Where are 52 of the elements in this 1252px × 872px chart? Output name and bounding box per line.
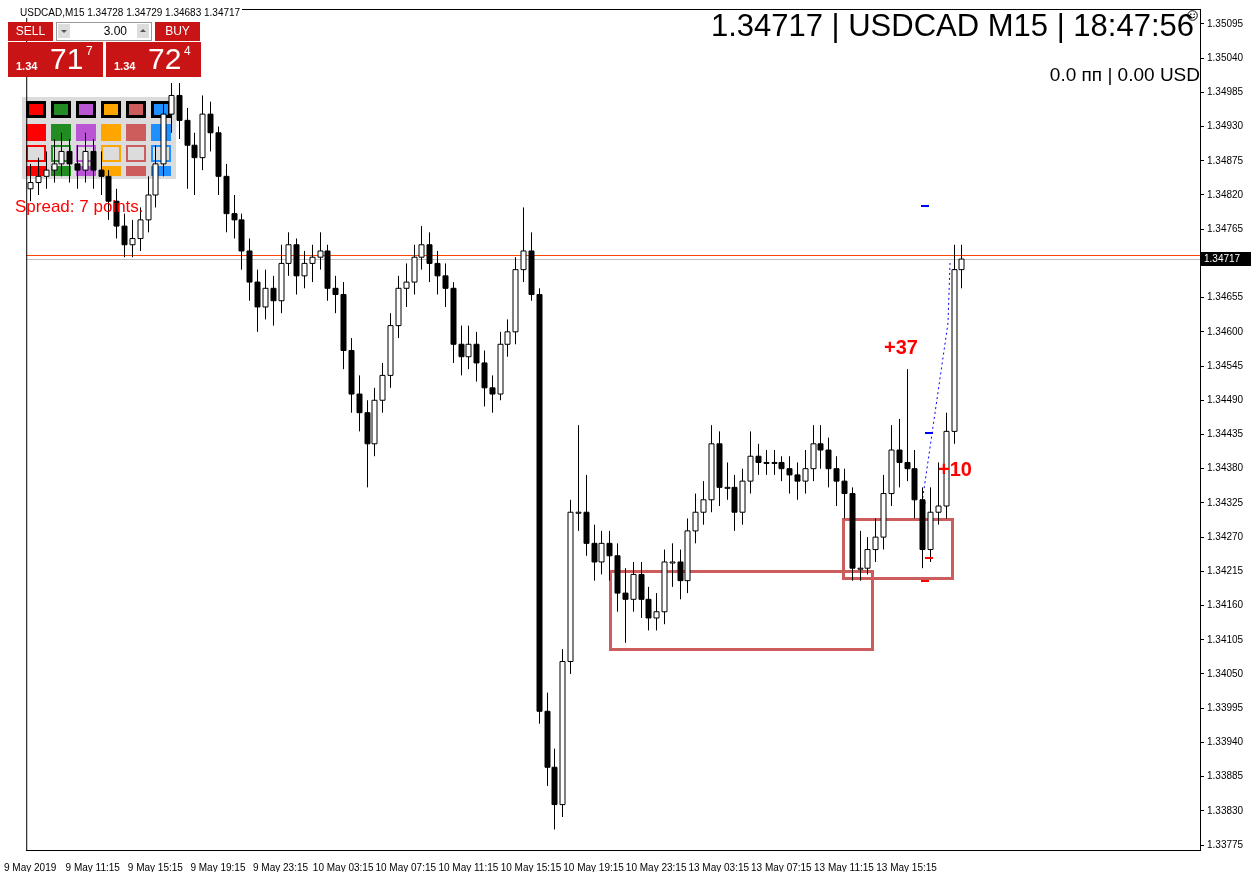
- y-tick-label: 1.35095: [1207, 17, 1244, 29]
- y-tick-label: 1.34380: [1207, 462, 1244, 474]
- y-tick-label: 1.33885: [1207, 770, 1244, 782]
- ref-line-label: 1.34717: [1204, 252, 1241, 264]
- y-tick-label: 1.33995: [1207, 701, 1244, 713]
- x-tick-label: 13 May 07:15: [751, 861, 813, 872]
- y-tick-label: 1.34655: [1207, 291, 1244, 303]
- y-tick-label: 1.34545: [1207, 359, 1244, 371]
- annotation: 71: [50, 42, 84, 76]
- x-tick-label: 9 May 19:15: [190, 861, 246, 872]
- chart-subtitle: USDCAD,M15 1.34728 1.34729 1.34683 1.34717: [18, 7, 243, 18]
- x-tick-label: 13 May 15:15: [876, 861, 938, 872]
- y-tick-label: 1.33775: [1207, 838, 1244, 850]
- y-tick-label: 1.34215: [1207, 565, 1244, 577]
- x-tick-label: 9 May 2019: [4, 861, 57, 872]
- x-tick-label: 9 May 23:15: [253, 861, 309, 872]
- chart-title: 1.34717 | USDCAD M15 | 18:47:56: [710, 8, 1194, 44]
- annotation: +37: [884, 336, 918, 359]
- x-tick-label: 13 May 03:15: [688, 861, 750, 872]
- y-tick-label: 1.35040: [1207, 51, 1244, 63]
- y-tick-label: 1.34160: [1207, 599, 1244, 611]
- y-tick-label: 1.34600: [1207, 325, 1244, 337]
- x-tick-label: 13 May 11:15: [814, 861, 875, 872]
- y-tick-label: 1.34325: [1207, 496, 1244, 508]
- annotation: 4: [184, 44, 191, 58]
- x-tick-label: 10 May 23:15: [625, 861, 687, 872]
- annotation: 72: [148, 42, 182, 76]
- y-tick-label: 1.33830: [1207, 804, 1244, 816]
- annotation: 0.0 пп | 0.00 USD: [1049, 64, 1200, 86]
- y-tick-label: 1.34050: [1207, 667, 1244, 679]
- y-tick-label: 1.34985: [1207, 86, 1244, 98]
- y-tick-label: 1.34435: [1207, 428, 1244, 440]
- y-tick-label: 1.34820: [1207, 188, 1244, 200]
- y-tick-label: 1.34875: [1207, 154, 1244, 166]
- annotation: 1.34: [16, 60, 38, 72]
- annotation: SELL: [8, 22, 53, 41]
- x-tick-label: 10 May 19:15: [563, 861, 625, 872]
- y-tick-label: 1.34105: [1207, 633, 1244, 645]
- x-tick-label: 10 May 03:15: [312, 861, 374, 872]
- annotation: 7: [86, 44, 93, 58]
- x-tick-label: 9 May 11:15: [65, 861, 121, 872]
- y-tick-label: 1.34930: [1207, 120, 1244, 132]
- annotation: BUY: [155, 22, 200, 41]
- x-tick-label: 10 May 07:15: [375, 861, 437, 872]
- y-tick-label: 1.34490: [1207, 394, 1244, 406]
- y-tick-label: 1.34765: [1207, 222, 1244, 234]
- x-tick-label: 10 May 11:15: [438, 861, 499, 872]
- x-tick-label: 10 May 15:15: [500, 861, 562, 872]
- annotation: 1.34: [114, 60, 136, 72]
- y-tick-label: 1.34270: [1207, 530, 1244, 542]
- y-tick-label: 1.33940: [1207, 736, 1244, 748]
- x-tick-label: 9 May 15:15: [127, 861, 184, 872]
